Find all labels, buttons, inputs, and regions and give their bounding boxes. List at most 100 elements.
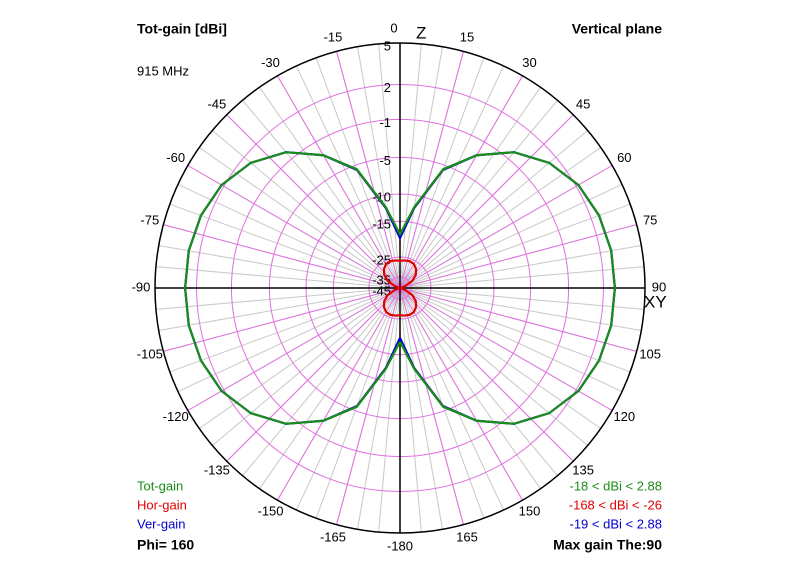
minor-radial <box>399 43 422 289</box>
angle-label: 45 <box>576 96 590 111</box>
angle-label: 120 <box>613 409 635 424</box>
angle-label: -90 <box>132 279 151 294</box>
angle-label: 0 <box>390 20 397 35</box>
minor-radial <box>211 130 401 289</box>
max-gain-label: Max gain The:90 <box>553 537 662 553</box>
minor-radial <box>158 244 401 289</box>
minor-radial <box>399 287 601 429</box>
r-tick-label: -5 <box>379 153 391 168</box>
minor-radial <box>296 287 401 511</box>
legend-entry: Hor-gain <box>137 497 187 512</box>
minor-radial <box>155 266 401 289</box>
spoke <box>163 287 401 352</box>
minor-radial <box>399 287 444 530</box>
angle-label: 90 <box>652 279 666 294</box>
minor-radial <box>399 65 504 289</box>
angle-label: -45 <box>207 96 226 111</box>
spoke <box>399 287 613 411</box>
legend-range: -168 < dBi < -26 <box>569 497 662 512</box>
minor-radial <box>155 287 401 310</box>
spoke <box>399 287 523 501</box>
minor-radial <box>199 147 401 289</box>
r-tick-label: -1 <box>379 115 391 130</box>
angle-label: -75 <box>140 212 159 227</box>
angle-label: -30 <box>261 55 280 70</box>
spoke <box>226 287 401 462</box>
minor-radial <box>399 287 504 511</box>
legend-range: -19 < dBi < 2.88 <box>569 516 662 531</box>
angle-label: -60 <box>166 150 185 165</box>
minor-radial <box>169 287 401 373</box>
spoke <box>399 51 464 289</box>
angle-label: -150 <box>257 504 283 519</box>
spoke <box>277 75 401 289</box>
minor-radial <box>259 87 401 289</box>
minor-radial <box>211 287 401 446</box>
minor-radial <box>399 266 645 289</box>
angle-label: -120 <box>163 409 189 424</box>
minor-radial <box>199 287 401 429</box>
frequency-label: 915 MHz <box>137 63 189 78</box>
spoke <box>187 165 401 289</box>
legend-range: -18 < dBi < 2.88 <box>569 478 662 493</box>
phi-label: Phi= 160 <box>137 537 194 553</box>
spoke <box>226 114 401 289</box>
minor-radial <box>356 46 401 289</box>
chart-title: Tot-gain [dBi] <box>137 21 227 37</box>
minor-radial <box>259 287 401 489</box>
minor-radial <box>399 287 623 392</box>
spoke <box>399 75 523 289</box>
r-tick-label: -15 <box>372 217 391 232</box>
horizon-label: XY <box>644 292 667 311</box>
minor-radial <box>242 287 401 477</box>
minor-radial <box>399 287 645 310</box>
angle-label: -165 <box>320 530 346 545</box>
minor-radial <box>399 184 623 289</box>
minor-radial <box>399 287 642 332</box>
minor-radial <box>158 287 401 332</box>
minor-radial <box>356 287 401 530</box>
angle-label: 135 <box>572 463 594 478</box>
spoke <box>187 287 401 411</box>
r-tick-label: -25 <box>372 252 391 267</box>
zenith-label: Z <box>416 23 426 42</box>
minor-radial <box>296 65 401 289</box>
minor-radial <box>399 203 631 289</box>
minor-radial <box>399 287 631 373</box>
angle-label: 15 <box>460 29 474 44</box>
minor-radial <box>399 287 541 489</box>
spoke <box>399 165 613 289</box>
angle-label: 30 <box>522 55 536 70</box>
r-tick-label: -45 <box>372 283 391 298</box>
minor-radial <box>399 46 444 289</box>
minor-radial <box>399 244 642 289</box>
grid <box>154 42 646 534</box>
minor-radial <box>177 287 401 392</box>
angle-label: 150 <box>519 504 541 519</box>
minor-radial <box>169 203 401 289</box>
gain-curve <box>382 259 418 317</box>
plane-label: Vertical plane <box>572 21 662 37</box>
r-tick-label: -35 <box>372 272 391 287</box>
r-tick-label: 5 <box>384 38 391 53</box>
minor-radial <box>399 87 541 289</box>
gain-curve <box>183 151 617 425</box>
minor-radial <box>177 184 401 289</box>
angle-label: -105 <box>137 346 163 361</box>
spoke <box>336 287 401 525</box>
angle-label: -180 <box>387 538 413 553</box>
spoke <box>277 287 401 501</box>
minor-radial <box>399 99 558 289</box>
minor-radial <box>399 130 589 289</box>
angle-label: 60 <box>617 150 631 165</box>
spoke <box>399 287 574 462</box>
minor-radial <box>399 287 422 533</box>
minor-radial <box>399 147 601 289</box>
spoke <box>336 51 401 289</box>
legend-entry: Ver-gain <box>137 516 185 531</box>
angle-label: 165 <box>456 530 478 545</box>
minor-radial <box>378 287 401 533</box>
spoke <box>399 114 574 289</box>
r-tick-label: -10 <box>372 189 391 204</box>
minor-radial <box>378 43 401 289</box>
